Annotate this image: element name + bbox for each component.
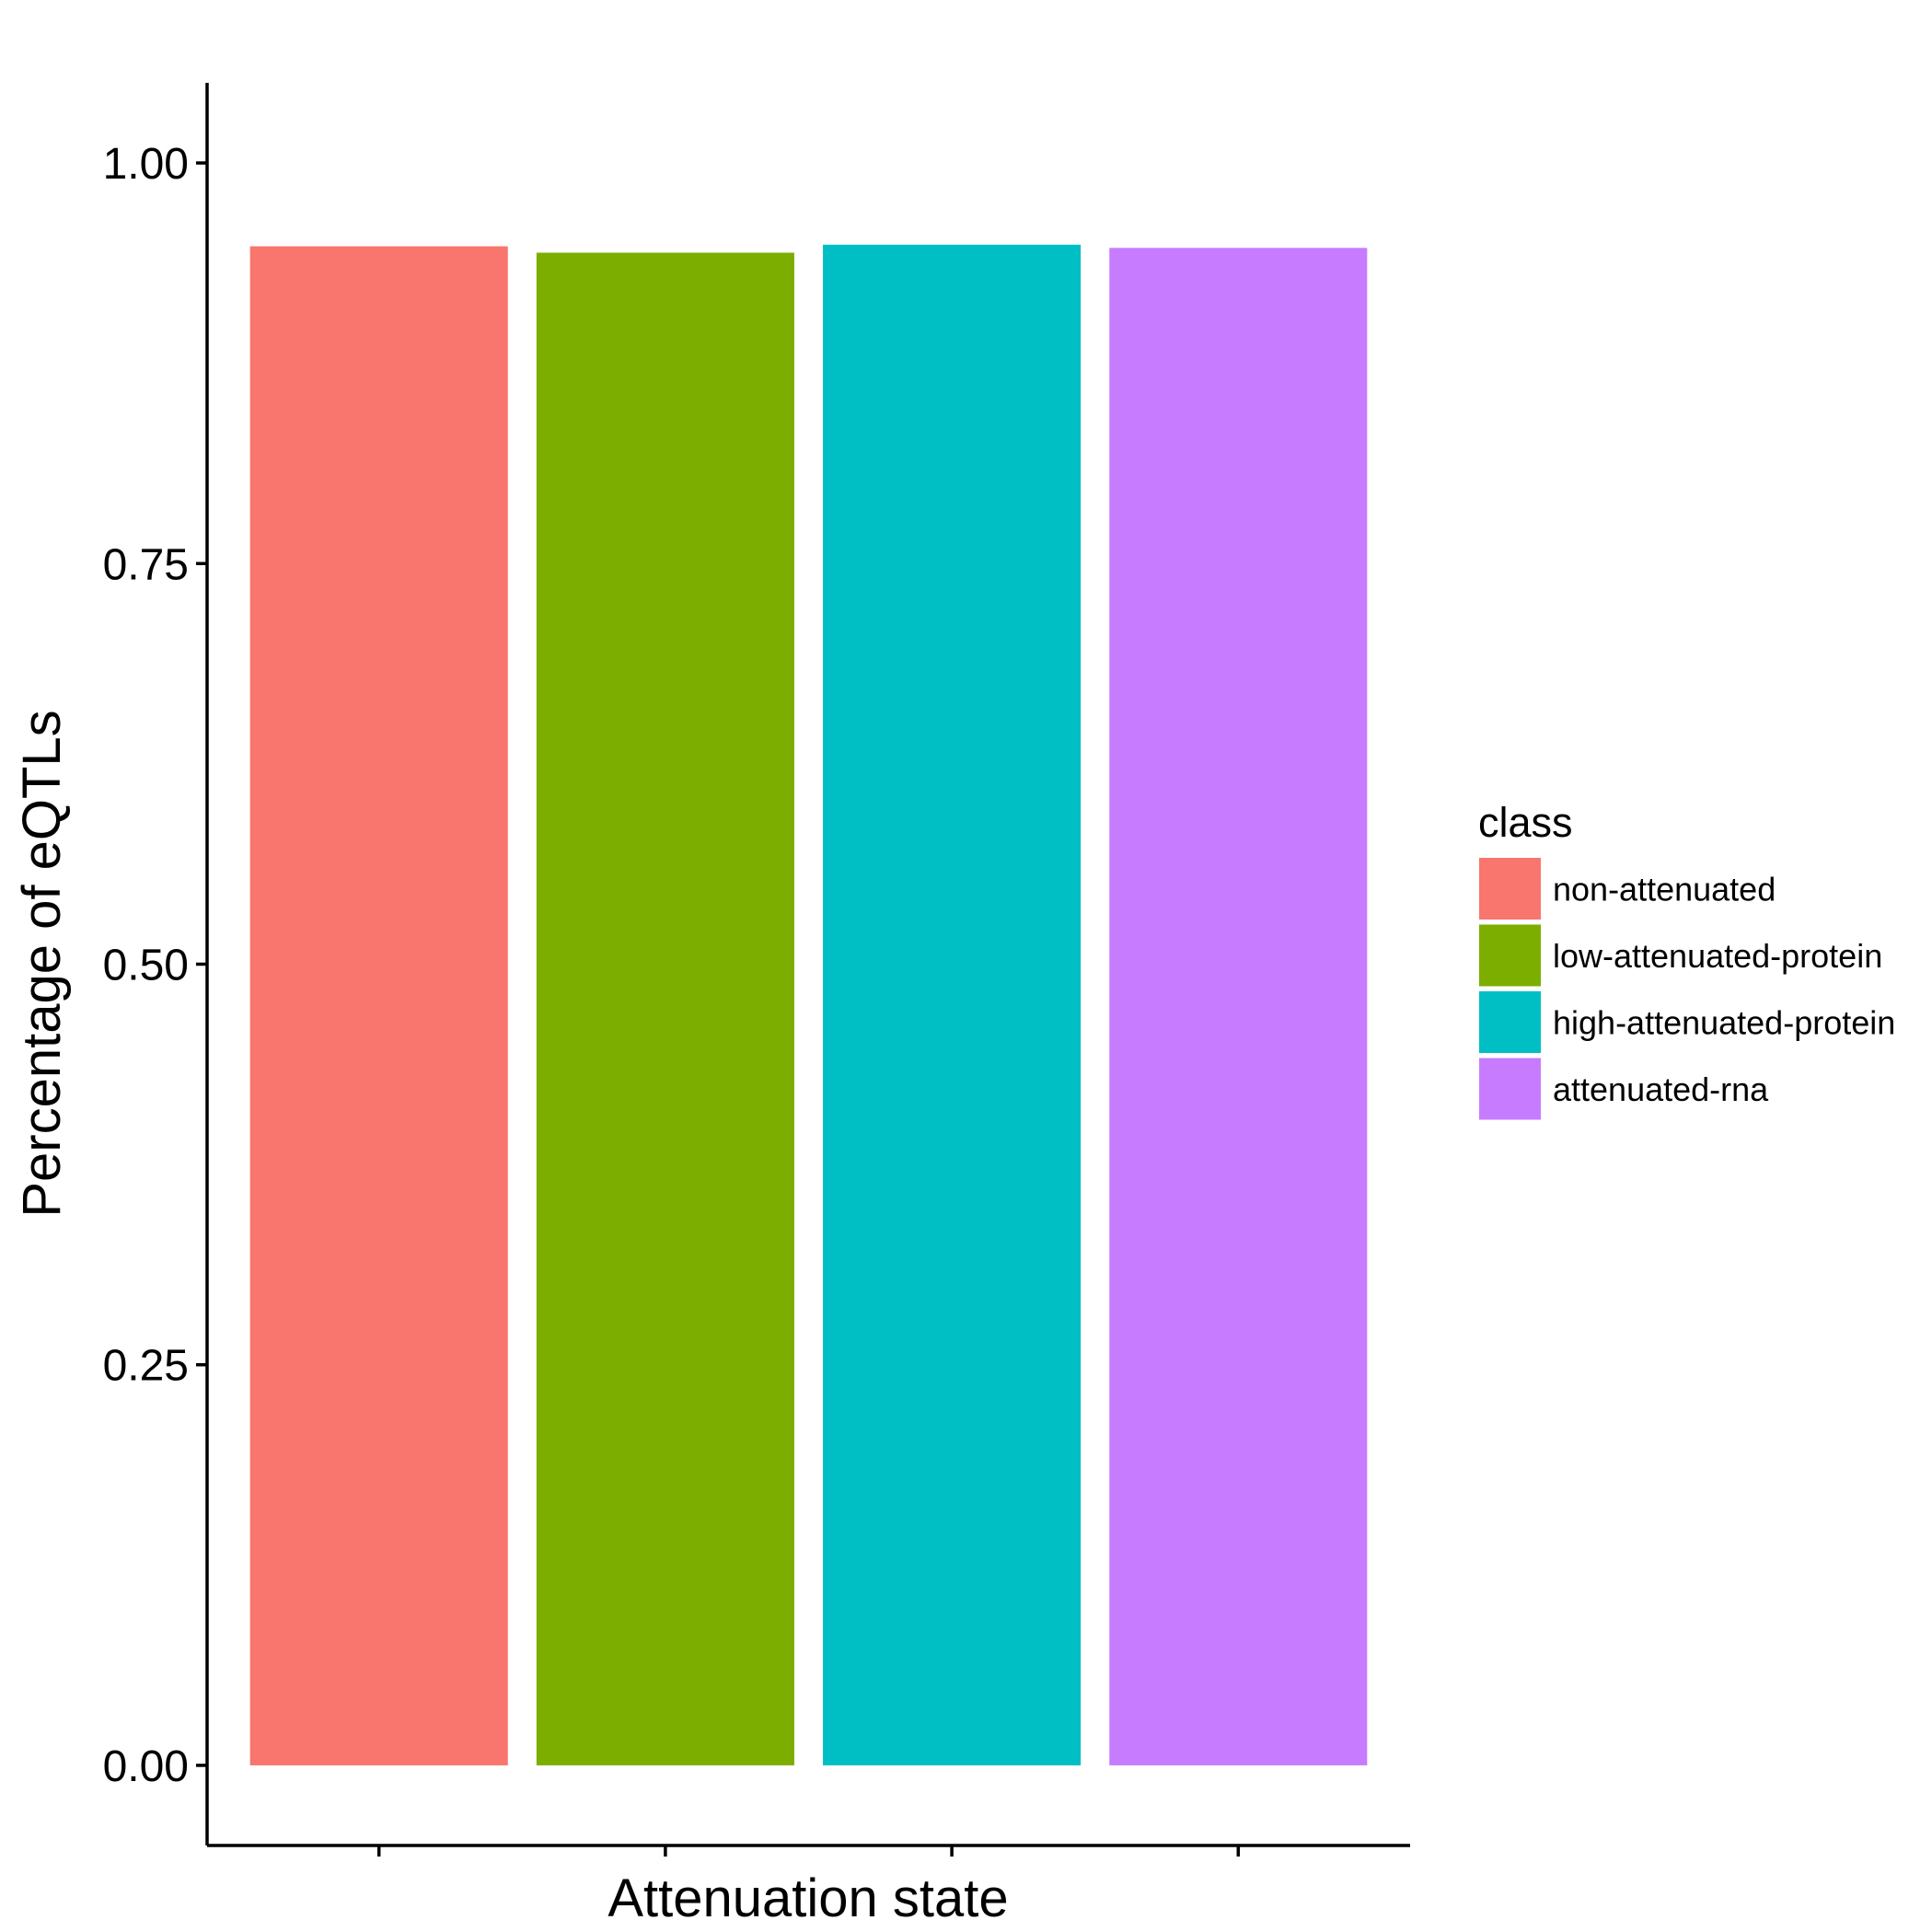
y-ticks-group: 0.00 0.25 0.50 0.75 1.00 [103,140,207,1791]
bar-attenuated-rna [1109,248,1368,1765]
legend: class non-attenuated low-attenuated-prote… [1478,799,1895,1120]
bar-low-attenuated-protein [536,252,794,1765]
legend-label: non-attenuated [1553,871,1776,908]
legend-title: class [1478,799,1573,846]
x-ticks-group [376,1845,1241,1857]
y-tick-label: 1.00 [103,140,189,189]
y-tick-label: 0.50 [103,942,189,990]
legend-items: non-attenuated low-attenuated-protein high… [1479,858,1895,1120]
legend-label: low-attenuated-protein [1553,937,1882,975]
y-tick-label: 0.00 [103,1742,189,1791]
legend-key-high-attenuated-protein [1479,991,1541,1053]
bar-non-attenuated [249,246,508,1765]
bar-high-attenuated-protein [823,244,1082,1765]
legend-key-attenuated-rna [1479,1058,1541,1120]
x-axis-title: Attenuation state [607,1868,1008,1928]
y-tick-label: 0.75 [103,540,189,589]
y-axis-title: Percentage of eQTLs [12,710,72,1217]
legend-key-non-attenuated [1479,858,1541,920]
y-tick-label: 0.25 [103,1342,189,1391]
bars-group [249,244,1368,1765]
legend-key-low-attenuated-protein [1479,924,1541,987]
legend-label: attenuated-rna [1553,1070,1769,1108]
legend-label: high-attenuated-protein [1553,1004,1895,1042]
